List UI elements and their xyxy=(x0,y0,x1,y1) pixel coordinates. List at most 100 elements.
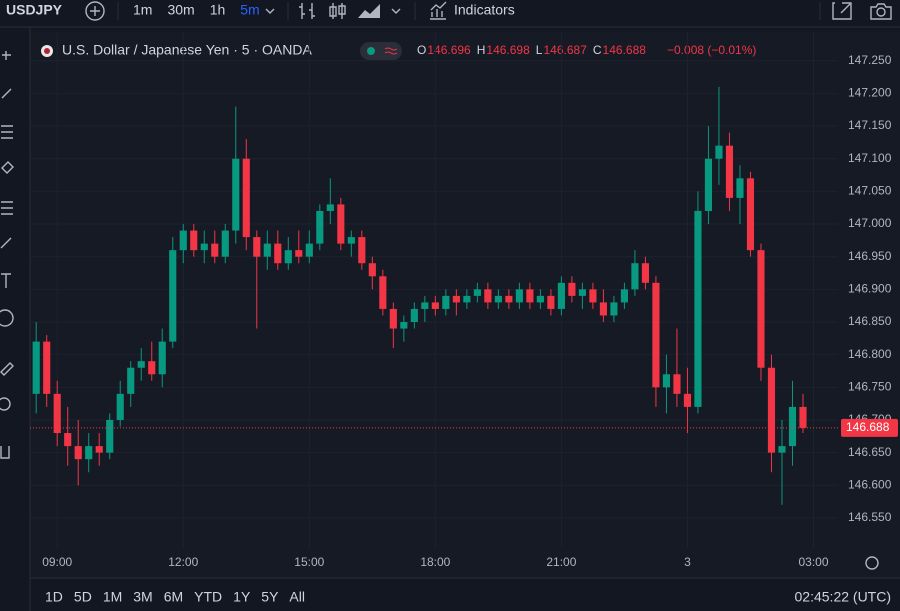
y-tick-label: 147.150 xyxy=(848,118,892,132)
candle-body xyxy=(347,237,355,244)
candle-body xyxy=(410,308,418,323)
status-badge[interactable] xyxy=(360,42,402,60)
candle-body xyxy=(32,341,40,394)
candle-body xyxy=(316,210,324,244)
candle-body xyxy=(337,204,345,244)
candle-body xyxy=(421,302,429,309)
range-button[interactable]: 1Y xyxy=(233,589,251,605)
candle-body xyxy=(589,289,597,303)
range-button[interactable]: YTD xyxy=(194,589,222,605)
candle-body xyxy=(704,158,713,211)
clock: 02:45:22 (UTC) xyxy=(795,589,891,605)
candle-body xyxy=(578,289,586,296)
brush-tool[interactable] xyxy=(0,237,12,249)
candle-body xyxy=(295,250,303,257)
range-button[interactable]: 6M xyxy=(164,589,183,605)
interval-button[interactable]: 1m xyxy=(133,2,152,18)
zoom-tool[interactable] xyxy=(0,397,11,411)
pattern-tool[interactable] xyxy=(1,161,14,174)
candle-body xyxy=(673,374,681,394)
candle-body xyxy=(725,145,734,198)
interval-menu[interactable] xyxy=(265,8,275,14)
candle-body xyxy=(242,158,250,238)
candle-body xyxy=(158,341,166,375)
candle-body xyxy=(106,419,114,453)
candle-body xyxy=(599,302,607,316)
add-symbol[interactable] xyxy=(85,1,105,21)
candle-body xyxy=(526,289,534,303)
candle-body xyxy=(431,302,439,309)
chart-type-menu[interactable] xyxy=(391,8,401,14)
candle-body xyxy=(284,250,292,264)
x-tick-label: 12:00 xyxy=(168,555,198,569)
range-button[interactable]: 1M xyxy=(103,589,122,605)
flag-icon-inner xyxy=(44,48,50,54)
y-tick-label: 146.650 xyxy=(848,445,892,459)
candle-body xyxy=(610,302,618,316)
change: −0.008 (−0.01%) xyxy=(667,43,756,57)
interval-button[interactable]: 30m xyxy=(167,2,194,18)
x-tick-label: 09:00 xyxy=(42,555,72,569)
fib-tool[interactable] xyxy=(1,125,13,139)
settings-icon[interactable] xyxy=(865,556,879,570)
candle-body xyxy=(515,289,523,303)
x-tick-label: 15:00 xyxy=(294,555,324,569)
candle-body xyxy=(683,393,692,407)
ohlc-label: H xyxy=(477,43,486,57)
candle-body xyxy=(190,230,198,251)
area-icon[interactable] xyxy=(358,4,380,18)
ohlc-value: 146.696 xyxy=(427,43,471,57)
candle-body xyxy=(379,276,387,309)
candle-body xyxy=(253,237,261,257)
candle-body xyxy=(95,446,103,453)
snapshot-lens xyxy=(876,7,886,17)
add-icon xyxy=(90,6,100,16)
indicators-button[interactable]: Indicators xyxy=(454,2,515,18)
ruler-tool[interactable] xyxy=(0,362,14,376)
bars-icon[interactable] xyxy=(299,3,315,19)
candle-body xyxy=(200,243,208,251)
y-tick-label: 147.200 xyxy=(848,86,892,100)
market-open-dot xyxy=(367,47,375,55)
text-tool[interactable] xyxy=(1,273,11,288)
candles-icon[interactable] xyxy=(329,3,346,19)
candle-body xyxy=(568,282,576,296)
candle-body xyxy=(662,374,671,388)
ohlc-label: C xyxy=(593,43,602,57)
candle-body xyxy=(631,263,639,290)
range-button[interactable]: 5D xyxy=(74,589,92,605)
candle-body xyxy=(326,204,334,211)
candle-body xyxy=(736,178,744,198)
fullscreen-icon[interactable] xyxy=(832,2,852,20)
candle-body xyxy=(746,178,755,251)
symbol[interactable]: USDJPY xyxy=(6,2,63,18)
candle-body xyxy=(389,308,397,329)
emoji-tool[interactable] xyxy=(0,309,14,327)
interval-button[interactable]: 5m xyxy=(240,2,259,18)
snapshot-icon[interactable] xyxy=(870,3,892,20)
y-tick-label: 146.800 xyxy=(848,347,892,361)
range-button[interactable]: 3M xyxy=(133,589,152,605)
candle-body xyxy=(179,230,187,251)
range-button[interactable]: 1D xyxy=(45,589,63,605)
candle-body xyxy=(757,250,765,368)
trendline-tool[interactable] xyxy=(1,88,12,99)
candle-body xyxy=(400,322,408,329)
candle-body xyxy=(305,243,313,257)
candle-body xyxy=(53,393,61,434)
interval-button[interactable]: 1h xyxy=(210,2,226,18)
range-button[interactable]: 5Y xyxy=(261,589,279,605)
candle-body xyxy=(368,263,376,277)
range-button[interactable]: All xyxy=(289,589,305,605)
y-tick-label: 146.600 xyxy=(848,477,892,491)
projection-tool[interactable] xyxy=(1,201,13,215)
magnet-tool[interactable] xyxy=(0,446,10,459)
indicators-icon[interactable] xyxy=(430,1,447,20)
y-tick-label: 147.100 xyxy=(848,151,892,165)
crosshair-tool[interactable] xyxy=(2,51,11,60)
x-tick-label: 21:00 xyxy=(546,555,576,569)
candle-body xyxy=(358,237,366,264)
candle-body xyxy=(473,289,481,296)
ohlc-label: O xyxy=(417,43,426,57)
